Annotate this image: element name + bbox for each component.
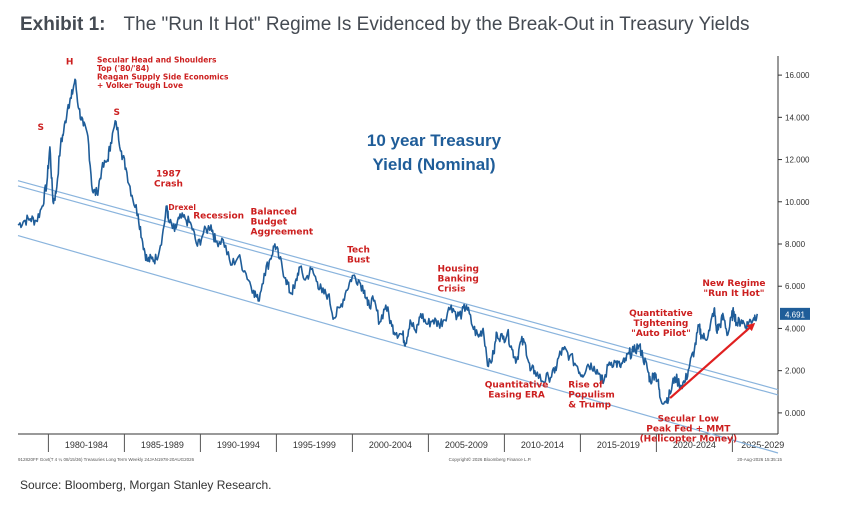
x-tick-label: 2000-2004 [369, 440, 412, 450]
footer-right: 20-Aug-2026 15:35:15 [737, 457, 782, 462]
x-tick-label: 1985-1989 [141, 440, 184, 450]
y-tick-label: 4.000 [785, 324, 806, 333]
source-note: Source: Bloomberg, Morgan Stanley Resear… [20, 478, 272, 492]
x-tick-label: 2010-2014 [521, 440, 564, 450]
y-tick-label: 8.000 [785, 240, 806, 249]
annotation-qt: Quantitative [629, 309, 693, 319]
x-tick-label: 1995-1999 [293, 440, 336, 450]
annotation-secularlow: Secular Low [658, 414, 719, 424]
x-tick-label: 1980-1984 [65, 440, 108, 450]
x-tick-label: 2025-2029 [741, 440, 784, 450]
annotation-techbust: Bust [347, 255, 371, 265]
annotation-newregime: New Regime [702, 279, 765, 289]
trend-channel-lower-line [17, 234, 779, 454]
annotation-secularlow: Peak Fed + MMT [646, 424, 731, 434]
y-tick-label: 0.000 [785, 409, 806, 418]
annotation-secular: + Volker Tough Love [97, 81, 183, 90]
annotation-secular: Reagan Supply Side Economics [97, 72, 229, 81]
annotation-crash: Crash [154, 179, 183, 189]
annotation-crash: 1987 [156, 169, 181, 179]
annotation-h: H [66, 58, 74, 68]
x-tick-label: 1990-1994 [217, 440, 260, 450]
y-tick-label: 12.000 [785, 156, 810, 165]
annotation-s1: S [38, 123, 44, 133]
y-tick-label: 2.000 [785, 367, 806, 376]
exhibit-header: Exhibit 1: The "Run It Hot" Regime Is Evi… [20, 14, 830, 50]
annotation-budget: Balanced [251, 207, 297, 217]
annotation-recession: Recession [193, 212, 244, 222]
exhibit-title: The "Run It Hot" Regime Is Evidenced by … [123, 14, 750, 35]
annotation-s2: S [114, 108, 120, 118]
annotation-housing: Housing [438, 264, 479, 274]
chart-inner-title: 10 year Treasury [367, 131, 502, 150]
annotation-secularlow: (Helicopter Money) [640, 434, 738, 444]
chart-container: 0.000 2.000 4.000 6.000 8.000 10.000 12.000 14.… [0, 54, 845, 474]
annotation-qt: Tightening [634, 319, 689, 329]
exhibit-label: Exhibit 1: [20, 14, 106, 35]
annotation-secular: Top ('80/'84) [97, 64, 149, 73]
annotation-qe: Easing ERA [488, 391, 545, 401]
footer-center: Copyright© 2026 Bloomberg Finance L.P. [449, 456, 532, 462]
trend-channel-upper-line [17, 180, 779, 391]
x-tick-label: 2020-2024 [673, 440, 716, 450]
annotation-qt: "Auto Pilot" [631, 329, 691, 339]
annotation-housing: Crisis [438, 284, 466, 294]
annotation-techbust: Tech [347, 245, 370, 255]
last-value-label: 4.691 [785, 310, 806, 319]
annotation-drexel: Drexel [168, 203, 196, 212]
yield-series-line [17, 78, 758, 405]
annotation-qe: Quantitative [485, 381, 549, 391]
annotation-housing: Banking [438, 274, 479, 284]
annotation-budget: Budget [251, 217, 288, 227]
y-tick-label: 6.000 [785, 282, 806, 291]
last-value-badge [780, 307, 810, 320]
annotation-populism: Populism [568, 391, 615, 401]
annotation-populism: Rise of [568, 381, 603, 391]
trend-arrow [669, 322, 756, 399]
chart-inner-title: Yield (Nominal) [372, 155, 495, 174]
x-tick-label: 2005-2009 [445, 440, 488, 450]
y-tick-label: 14.000 [785, 113, 810, 122]
annotation-secular: Secular Head and Shoulders [97, 55, 217, 64]
treasury-yield-chart: 0.000 2.000 4.000 6.000 8.000 10.000 12.000 14.… [17, 55, 810, 462]
footer-left: 912820FF Govt(T 4 ¼ 08/15/36) Treasuries… [18, 457, 195, 462]
y-tick-label: 16.000 [785, 71, 810, 80]
annotation-newregime: "Run It Hot" [703, 289, 764, 299]
trend-channel-upper-line-2 [17, 185, 779, 396]
x-tick-label: 2015-2019 [597, 440, 640, 450]
annotation-populism: & Trump [568, 401, 611, 411]
y-tick-label: 10.000 [785, 198, 810, 207]
annotation-budget: Aggreement [251, 227, 314, 237]
